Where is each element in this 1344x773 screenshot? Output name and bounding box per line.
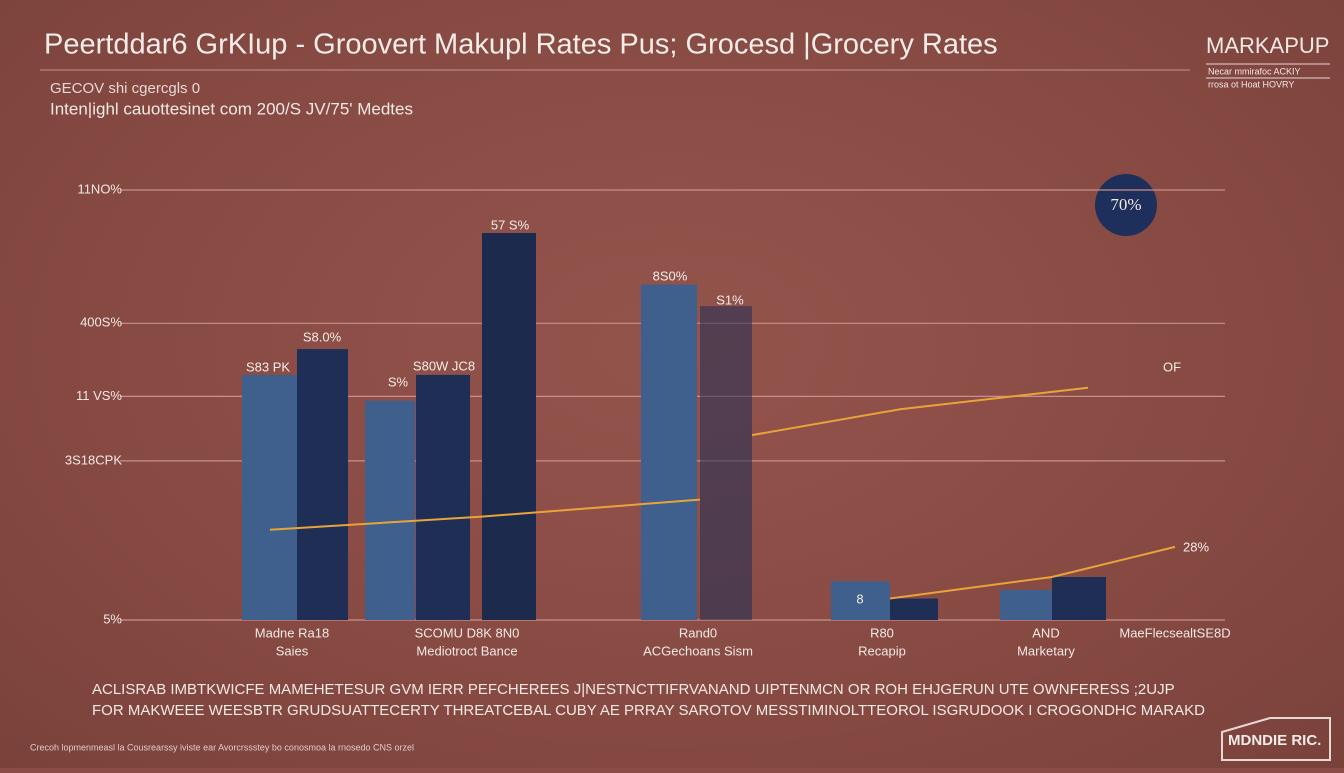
badge-text: 70%: [1110, 195, 1141, 214]
annotation: S1%: [716, 292, 744, 307]
bar: [297, 349, 348, 620]
y-tick-label: 5%: [103, 611, 122, 626]
brand-name: MARKAPUP: [1206, 33, 1329, 58]
logo-frame: [1221, 717, 1331, 761]
y-tick-label: 11 VS%: [76, 388, 122, 403]
annotation: 8: [856, 591, 863, 606]
logo: MDNDIE RIC.: [1228, 732, 1321, 749]
line: [269, 498, 701, 531]
bar: [365, 400, 415, 620]
bar: [641, 284, 697, 620]
bar: [416, 374, 470, 620]
bar: [242, 374, 297, 620]
bar: [1052, 577, 1106, 620]
bar: [890, 598, 938, 620]
subtitle: GECOV shi cgercgls 0: [50, 80, 200, 97]
x-tick-label: Rand0: [679, 625, 717, 640]
x-tick-label: SCOMU D8K 8N0: [415, 625, 520, 640]
annotation: S80W JC8: [413, 358, 475, 373]
annotation: 8S0%: [653, 268, 688, 283]
x-tick-label: Mediotroct Bance: [416, 643, 517, 658]
x-tick-label: AND: [1032, 625, 1059, 640]
x-tick-label: Marketary: [1017, 643, 1075, 658]
x-tick-label: Recapip: [858, 643, 906, 658]
source: Crecoh lopmenmeasl la Cousrearssy iviste…: [30, 742, 414, 752]
bar: [831, 581, 890, 620]
annotation: S%: [388, 374, 409, 389]
annotation: S83 PK: [246, 359, 290, 374]
y-tick-label: 400S%: [80, 315, 122, 330]
footer-text: FOR MAKWEEE WEESBTR GRUDSUATTECERTY THRE…: [92, 702, 1205, 719]
subtitle: Inten|ighl cauottesinet com 200/S JV/75'…: [50, 99, 413, 118]
brand-text: Necar mmirafoc ACKIY: [1208, 66, 1301, 76]
x-tick-label: MaeFlecsealtSE8D: [1119, 625, 1230, 640]
annotation: S8.0%: [303, 329, 342, 344]
x-tick-label: ACGechoans Sism: [643, 643, 753, 658]
x-tick-label: Madne Ra18: [255, 625, 329, 640]
footer-text: ACLISRAB IMBTKWICFE MAMEHETESUR GVM IERR…: [92, 681, 1175, 698]
brand-text: rrosa ot Hoat HOVRY: [1208, 79, 1294, 89]
line: [889, 545, 1176, 600]
annotation: 28%: [1183, 539, 1209, 554]
y-tick-label: 11NO%: [77, 181, 122, 196]
annotation: 57 S%: [491, 217, 530, 232]
chart-title: Peertddar6 GrKIup - Groovert Makupl Rate…: [44, 29, 998, 61]
x-tick-label: Saies: [276, 643, 309, 658]
x-tick-label: R80: [870, 625, 894, 640]
annotation: OF: [1163, 359, 1181, 374]
bar: [1000, 589, 1052, 620]
bar: [482, 233, 536, 620]
y-tick-label: 3S18CPK: [65, 452, 122, 467]
bar: [700, 306, 752, 620]
line: [751, 386, 1089, 437]
